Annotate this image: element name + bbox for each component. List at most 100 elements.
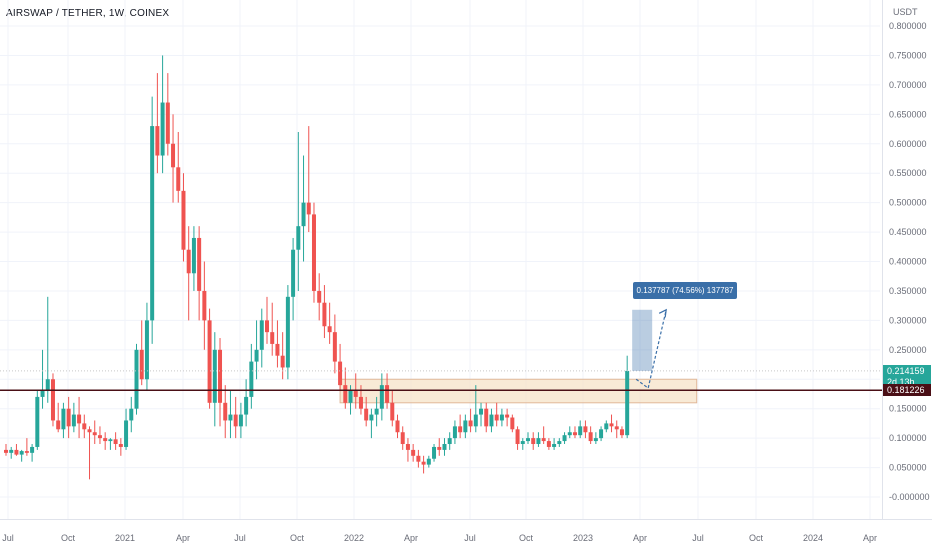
candle-body — [113, 439, 118, 445]
candle-body — [139, 349, 144, 380]
candle-body — [536, 438, 541, 445]
candle-body — [619, 429, 624, 436]
y-tick-label: 0.150000 — [889, 404, 927, 414]
candle-body — [567, 432, 572, 436]
candle-body — [40, 391, 45, 397]
candle-body — [348, 391, 353, 403]
y-tick-label: 0.300000 — [889, 315, 927, 325]
candle-body — [56, 420, 61, 430]
candle-body — [291, 249, 296, 297]
candle-body — [311, 214, 316, 291]
y-tick-label: 0.600000 — [889, 139, 927, 149]
candle-body — [30, 446, 35, 453]
candle-body — [390, 402, 395, 421]
candle-body — [171, 143, 176, 168]
candle-body — [374, 408, 379, 415]
x-tick-label: Oct — [519, 533, 534, 543]
x-tick-label: 2022 — [344, 533, 364, 543]
line-price-badge: 0.181226 — [883, 384, 931, 397]
candle-body — [468, 420, 473, 427]
candle-body — [24, 451, 29, 453]
x-tick-label: Jul — [464, 533, 476, 543]
candle-body — [97, 435, 102, 439]
candle-body — [181, 190, 186, 250]
candle-body — [625, 370, 630, 436]
y-tick-label: 0.500000 — [889, 198, 927, 208]
candle-body — [572, 432, 577, 436]
y-tick-label: 0.800000 — [889, 21, 927, 31]
candle-body — [87, 429, 92, 433]
candle-body — [510, 417, 515, 430]
candle-body — [301, 202, 306, 227]
x-tick-label: Oct — [290, 533, 305, 543]
candle-body — [155, 126, 160, 156]
y-tick-label: 0.400000 — [889, 257, 927, 267]
candle-body — [343, 385, 348, 403]
x-axis-border — [0, 519, 932, 520]
candle-body — [531, 438, 536, 445]
candle-body — [442, 444, 447, 450]
x-tick-label: 2024 — [803, 533, 823, 543]
candle-body — [505, 414, 510, 418]
candle-body — [9, 449, 14, 453]
candle-body — [593, 438, 598, 442]
candle-body — [228, 414, 233, 421]
candle-body — [557, 441, 562, 445]
candle-body — [322, 302, 327, 327]
candle-body — [338, 361, 343, 386]
candle-body — [50, 379, 55, 421]
candle-body — [66, 408, 71, 427]
candle-body — [332, 332, 337, 362]
x-tick-label: Apr — [633, 533, 647, 543]
measure-box — [632, 309, 653, 371]
candle-body — [588, 432, 593, 442]
y-tick-label: 0.550000 — [889, 168, 927, 178]
candle-body — [45, 379, 50, 392]
x-tick-label: Apr — [863, 533, 877, 543]
y-axis-border — [882, 0, 883, 520]
candle-body — [77, 414, 82, 424]
candle-body — [458, 426, 463, 433]
candle-body — [35, 396, 40, 447]
y-tick-label: 0.700000 — [889, 80, 927, 90]
candle-body — [4, 449, 8, 453]
candle-body — [604, 423, 609, 430]
candle-body — [369, 414, 374, 421]
candle-body — [144, 320, 149, 380]
candle-body — [489, 414, 494, 427]
candle-body — [494, 414, 499, 421]
candle-body — [484, 408, 489, 427]
candle-body — [447, 438, 452, 445]
candle-body — [238, 414, 243, 427]
candle-body — [103, 438, 108, 442]
candle-body — [118, 444, 123, 447]
candle-body — [254, 349, 259, 362]
arrow-head — [658, 308, 667, 318]
y-tick-label: 0.250000 — [889, 345, 927, 355]
candle-body — [82, 423, 87, 430]
candle-body — [108, 439, 113, 442]
y-tick-label: 0.050000 — [889, 463, 927, 473]
candle-body — [212, 349, 217, 403]
candle-body — [426, 458, 431, 465]
x-tick-label: Apr — [404, 533, 418, 543]
x-tick-label: 2023 — [573, 533, 593, 543]
candle-body — [218, 349, 223, 403]
x-tick-label: Oct — [749, 533, 764, 543]
candle-body — [92, 432, 97, 436]
candle-body — [270, 332, 275, 344]
x-axis: Jul Oct 2021 Apr Jul Oct 2022 Apr Jul Oct 2023 Apr J… — [2, 533, 877, 543]
candle-body — [583, 426, 588, 433]
horizontal-line — [0, 370, 882, 392]
candle-body — [165, 102, 170, 144]
candle-body — [546, 441, 551, 447]
unit-label: USDT — [893, 7, 918, 17]
candle-body — [244, 396, 249, 415]
y-tick-label: -0.000000 — [889, 492, 930, 502]
candle-body — [479, 408, 484, 415]
candle-body — [129, 408, 134, 421]
candle-body — [265, 320, 269, 333]
candle-body — [526, 438, 530, 442]
candle-body — [400, 432, 405, 445]
